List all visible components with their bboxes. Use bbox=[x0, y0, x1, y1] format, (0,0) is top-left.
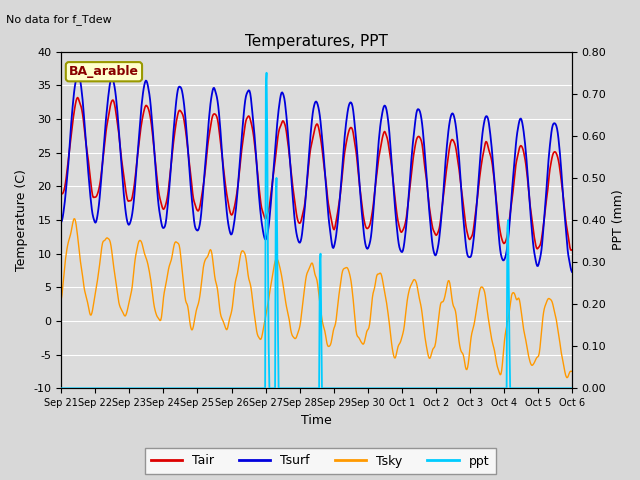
Tsurf bbox=[199, 194, 207, 200]
ppt bbox=[568, 385, 576, 391]
Line: Tsurf: Tsurf bbox=[61, 77, 572, 272]
Text: BA_arable: BA_arable bbox=[69, 65, 139, 78]
Tsky bbox=[394, 344, 402, 350]
ppt bbox=[379, 385, 387, 391]
Line: ppt: ppt bbox=[61, 73, 572, 388]
Tsky bbox=[70, 216, 78, 222]
X-axis label: Time: Time bbox=[301, 414, 332, 427]
Tsurf bbox=[394, 235, 402, 241]
Tsurf bbox=[67, 130, 74, 136]
Tsurf bbox=[172, 104, 179, 110]
ppt bbox=[198, 385, 205, 391]
Tsky bbox=[199, 269, 207, 275]
Tsky bbox=[568, 369, 576, 374]
Tair bbox=[199, 187, 207, 193]
Tsky bbox=[58, 296, 65, 302]
Tair bbox=[120, 172, 127, 178]
Tsurf bbox=[120, 191, 127, 197]
Line: Tsky: Tsky bbox=[61, 219, 572, 378]
Tair bbox=[74, 95, 81, 100]
Legend: Tair, Tsurf, Tsky, ppt: Tair, Tsurf, Tsky, ppt bbox=[145, 448, 495, 474]
Tair bbox=[394, 218, 402, 224]
Tair bbox=[172, 123, 179, 129]
Tsurf bbox=[379, 107, 387, 112]
Tsurf bbox=[568, 269, 576, 275]
Tsky bbox=[120, 312, 127, 317]
Tsky bbox=[67, 232, 74, 238]
ppt bbox=[119, 385, 127, 391]
Tair bbox=[568, 247, 576, 252]
ppt bbox=[67, 385, 74, 391]
Tsky bbox=[172, 239, 179, 245]
Tsky bbox=[379, 280, 387, 286]
Line: Tair: Tair bbox=[61, 97, 572, 250]
Title: Temperatures, PPT: Temperatures, PPT bbox=[245, 34, 388, 49]
Tair bbox=[568, 247, 575, 253]
Tair bbox=[67, 138, 74, 144]
Tair bbox=[379, 132, 387, 138]
Text: No data for f_Tdew: No data for f_Tdew bbox=[6, 14, 112, 25]
ppt bbox=[262, 70, 270, 76]
Tair bbox=[58, 191, 65, 196]
ppt bbox=[394, 385, 402, 391]
ppt bbox=[171, 385, 179, 391]
Tsurf bbox=[58, 219, 65, 225]
Y-axis label: PPT (mm): PPT (mm) bbox=[612, 190, 625, 251]
Tsky bbox=[563, 375, 571, 381]
Y-axis label: Temperature (C): Temperature (C) bbox=[15, 169, 28, 271]
ppt bbox=[58, 385, 65, 391]
Tsurf bbox=[74, 74, 81, 80]
